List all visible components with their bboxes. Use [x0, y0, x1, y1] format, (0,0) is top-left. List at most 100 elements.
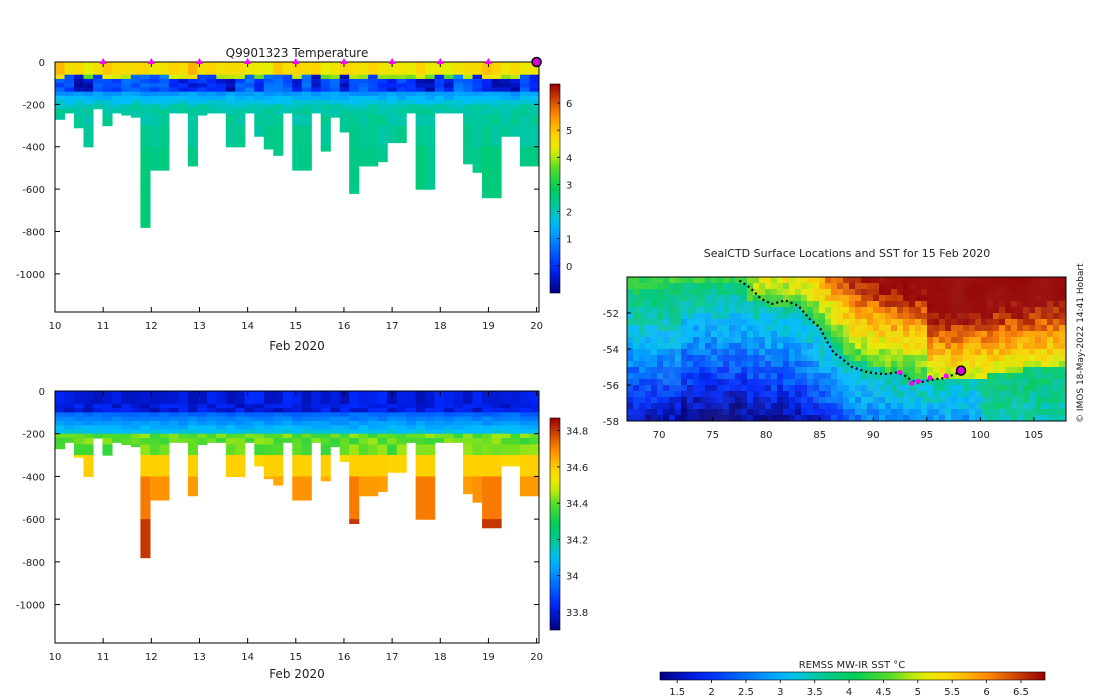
temperature-cell: [149, 100, 160, 105]
temperature-cell: [149, 108, 160, 116]
temperature-cell: [368, 78, 379, 84]
x-tick-label: 11: [97, 321, 110, 332]
track-marker: [943, 373, 949, 379]
temperature-cell: [482, 100, 493, 105]
temperature-cell: [377, 62, 388, 76]
temperature-cell: [520, 95, 531, 101]
temperature-cell: [520, 83, 531, 89]
salinity-cell: [206, 391, 217, 405]
salinity-cell: [358, 455, 369, 478]
temperature-cell: [463, 91, 474, 97]
temperature-cell: [415, 146, 426, 190]
salinity-cell: [349, 444, 360, 456]
temperature-cell: [339, 74, 350, 80]
salinity-cell: [339, 455, 350, 463]
temperature-cell: [330, 114, 341, 118]
temperature-cell: [197, 87, 208, 93]
y-tick-label: -200: [22, 100, 45, 111]
colorbar-tick-label: 1: [566, 235, 572, 246]
salinity-cell: [149, 444, 160, 456]
temperature-cell: [263, 62, 274, 76]
colorbar-tick-label: 33.8: [566, 608, 588, 619]
temperature-cell: [216, 74, 227, 80]
temperature-cell: [216, 104, 227, 110]
temperature-cell: [263, 114, 274, 127]
salinity-cell: [415, 429, 426, 435]
salinity-cell: [130, 429, 142, 435]
salinity-cell: [282, 408, 293, 413]
salinity-cell: [301, 403, 312, 409]
salinity-cell: [482, 416, 493, 422]
salinity-cell: [235, 412, 246, 418]
temperature-cell: [472, 146, 483, 173]
temperature-cell: [216, 87, 227, 93]
temperature-cell: [130, 104, 142, 110]
temperature-cell: [111, 74, 123, 80]
y-tick-label: -1000: [16, 601, 45, 612]
temperature-cell: [178, 100, 189, 105]
salinity-cell: [377, 437, 388, 445]
salinity-cell: [415, 433, 426, 439]
temperature-cell: [225, 114, 236, 127]
salinity-cell: [415, 425, 426, 431]
temperature-cell: [121, 100, 132, 105]
temperature-cell: [254, 108, 265, 116]
salinity-cell: [235, 425, 246, 431]
temperature-cell: [83, 104, 94, 110]
sst-colorbar-tick-label: 6.5: [1013, 687, 1029, 698]
temperature-cell: [292, 78, 303, 84]
salinity-cell: [263, 455, 274, 478]
temperature-cell: [263, 74, 274, 80]
temperature-cell: [206, 74, 217, 80]
temperature-cell: [111, 91, 123, 97]
salinity-cell: [320, 437, 331, 445]
salinity-cell: [510, 437, 521, 445]
salinity-cell: [216, 420, 227, 426]
salinity-cell: [263, 444, 274, 456]
salinity-cell: [92, 391, 104, 405]
temperature-cell: [64, 91, 75, 97]
temperature-cell: [55, 100, 66, 105]
temperature-cell: [92, 104, 104, 110]
salinity-cell: [330, 425, 341, 431]
temperature-cell: [55, 87, 66, 93]
temperature-cell: [73, 91, 85, 97]
salinity-cell: [273, 391, 284, 405]
temperature-cell: [282, 87, 293, 93]
temperature-cell: [368, 95, 379, 101]
x-tick-label: 12: [145, 321, 158, 332]
salinity-cell: [406, 391, 417, 405]
salinity-cell: [216, 391, 227, 405]
salinity-cell: [425, 412, 436, 418]
temperature-cell: [510, 114, 521, 127]
temperature-cell: [358, 87, 369, 93]
temperature-cell: [520, 114, 531, 127]
temperature-cell: [358, 62, 369, 76]
salinity-cell: [187, 425, 198, 431]
temperature-cell: [225, 78, 236, 84]
temperature-cell: [425, 146, 436, 190]
temperature-cell: [425, 78, 436, 84]
temperature-cell: [311, 74, 322, 80]
x-tick-label: 18: [434, 652, 447, 663]
track-marker: [927, 375, 933, 381]
salinity-cell: [263, 437, 274, 445]
salinity-cell: [529, 412, 539, 418]
temperature-cell: [491, 108, 502, 116]
temperature-cell: [73, 87, 85, 93]
salinity-cell: [178, 425, 189, 431]
temperature-cell: [501, 74, 512, 80]
temperature-cell: [491, 91, 502, 97]
temperature-cell: [529, 146, 539, 167]
temperature-cell: [140, 100, 151, 105]
salinity-cell: [453, 433, 464, 439]
salinity-cell: [159, 444, 170, 456]
temperature-cell: [349, 146, 360, 190]
temperature-cell: [415, 91, 426, 97]
salinity-cell: [187, 420, 198, 426]
x-tick-label: 17: [386, 652, 399, 663]
salinity-cell: [406, 403, 417, 409]
y-tick-label: -600: [22, 185, 45, 196]
salinity-cell: [349, 429, 360, 435]
temperature-cell: [349, 62, 360, 76]
